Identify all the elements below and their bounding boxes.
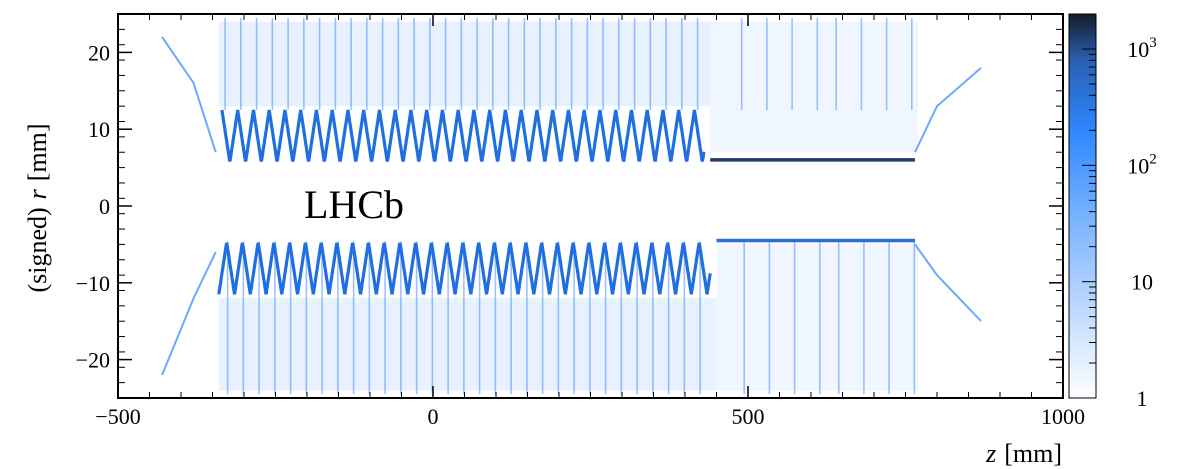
colorbar-tick-label: 10 — [1131, 270, 1153, 295]
density-marks — [161, 17, 982, 395]
lower-right-tail — [914, 243, 982, 322]
x-axis-variable: z — [985, 439, 996, 468]
upper-halo — [218, 21, 711, 107]
y-tick-label: −20 — [76, 348, 110, 373]
y-tick-label: 20 — [88, 40, 110, 65]
colorbar-tick-label: 1 — [1137, 386, 1148, 411]
y-axis-title: (signed) r [mm] — [23, 123, 52, 292]
x-tick-label: 500 — [732, 404, 765, 429]
lhcb-watermark: LHCb — [304, 182, 404, 227]
axes: −500 0 500 1000 −20 −10 0 10 20 — [76, 13, 1085, 429]
x-tick-label: 1000 — [1041, 404, 1085, 429]
x-tick-label: 0 — [428, 404, 439, 429]
colorbar-tick-label: 103 — [1127, 35, 1157, 62]
lower-left-tail — [161, 251, 217, 376]
upper-halo-right — [710, 21, 919, 153]
y-axis-variable: r — [23, 188, 52, 199]
colorbar-axis: 1 10 102 103 — [1082, 13, 1157, 411]
x-tick-label: −500 — [95, 404, 140, 429]
upper-ripple-band — [220, 109, 706, 162]
y-tick-label: 10 — [88, 117, 110, 142]
y-axis-prefix: (signed) — [23, 207, 52, 292]
y-tick-label: 0 — [99, 194, 110, 219]
lower-ripple-band — [217, 242, 712, 295]
y-axis-unit: [mm] — [23, 123, 52, 181]
colorbar — [1068, 13, 1097, 399]
upper-right-tail — [914, 67, 982, 153]
upper-left-tail — [161, 36, 217, 153]
y-tick-label: −10 — [76, 271, 110, 296]
lower-halo-right — [716, 244, 919, 391]
plot-area — [161, 17, 982, 395]
colorbar-tick-label: 102 — [1127, 151, 1157, 178]
x-axis-title: z [mm] — [985, 439, 1062, 468]
lower-halo — [218, 298, 717, 391]
x-axis-unit: [mm] — [1004, 439, 1062, 468]
